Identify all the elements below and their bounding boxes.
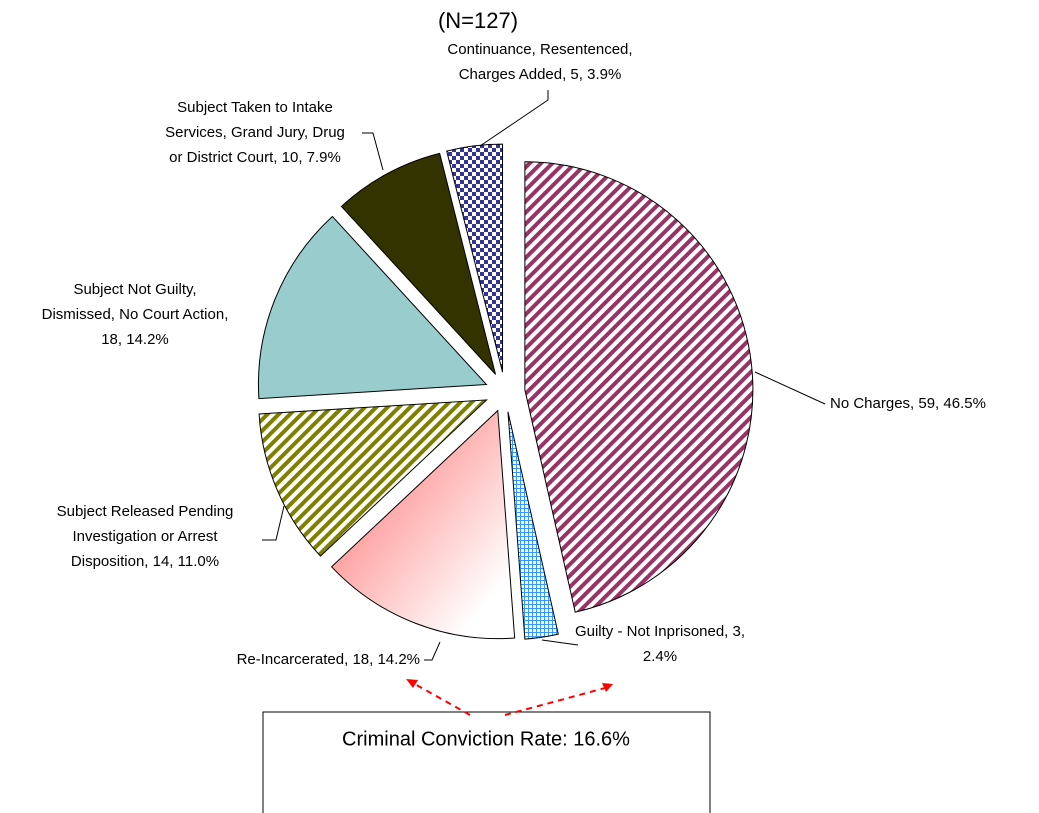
data-label: Charges Added, 5, 3.9% (459, 66, 622, 83)
arrow (412, 682, 471, 716)
pie-slice (257, 215, 488, 400)
data-label: Continuance, Resentenced, (447, 41, 632, 58)
pie-slice (524, 161, 754, 613)
pie-slice (507, 411, 559, 640)
arrow-head (406, 679, 418, 688)
leader-line (362, 132, 384, 171)
arrow (504, 687, 606, 716)
pie-slice (446, 143, 504, 373)
data-label: Disposition, 14, 11.0% (71, 553, 219, 570)
data-label: Subject Released Pending (57, 503, 234, 520)
data-label: 2.4% (643, 648, 677, 665)
annotation: Criminal Conviction Rate: 16.6% (342, 728, 630, 750)
pie-slice (258, 399, 488, 557)
data-label: 18, 14.2% (101, 331, 169, 348)
data-label: Investigation or Arrest (72, 528, 218, 545)
data-label: Subject Not Guilty, (73, 281, 196, 298)
pie-slice (330, 409, 516, 640)
data-label: or District Court, 10, 7.9% (169, 149, 341, 166)
leader-line (479, 90, 549, 147)
leader-line (424, 641, 441, 661)
pie-slice (340, 152, 496, 375)
chart-title: (N=127) (438, 8, 518, 33)
data-label: Dismissed, No Court Action, (42, 306, 229, 323)
annotation-box (262, 711, 711, 813)
data-label: Re-Incarcerated, 18, 14.2% (237, 651, 420, 668)
data-label: Subject Taken to Intake (177, 99, 333, 116)
leader-line (754, 371, 826, 405)
data-label: Guilty - Not Inprisoned, 3, (575, 623, 745, 640)
data-label: Services, Grand Jury, Drug (165, 124, 345, 141)
data-label: No Charges, 59, 46.5% (830, 395, 986, 412)
arrow-head (602, 683, 613, 692)
leader-line (262, 505, 285, 541)
leader-line (541, 639, 579, 646)
